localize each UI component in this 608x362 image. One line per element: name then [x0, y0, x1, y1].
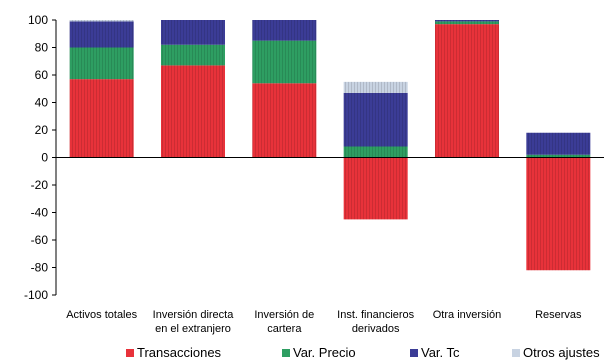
y-tick-label: 60: [35, 68, 49, 82]
y-tick-label: 40: [35, 96, 49, 110]
y-tick-label: 80: [35, 41, 49, 55]
bar-segment-texture: [343, 81, 408, 93]
bars-layer: [69, 20, 591, 271]
category-label: en el extranjero: [155, 323, 231, 335]
y-tick-label: -100: [24, 288, 48, 302]
legend-swatch: [512, 349, 520, 357]
y-tick-label: -20: [31, 178, 49, 192]
bar-segment-texture: [343, 146, 408, 158]
legend-swatch: [410, 349, 418, 357]
bar-segment-texture: [161, 20, 225, 45]
bar-segment-texture: [69, 79, 134, 158]
category-label: Inversión directa: [153, 309, 235, 321]
bar-segment-texture: [252, 83, 317, 158]
legend-label: Var. Tc: [421, 345, 460, 360]
bar-segment-texture: [69, 47, 134, 80]
legend-label: Var. Precio: [293, 345, 356, 360]
bar-segment-texture: [526, 157, 591, 271]
y-tick-label: 0: [41, 151, 48, 165]
bar-segment-texture: [252, 20, 317, 41]
category-label: Otra inversión: [433, 309, 501, 321]
category-labels: Activos totales Inversión directa en el ex…: [66, 309, 582, 335]
bar-segment-texture: [435, 21, 499, 25]
bar-segment-texture: [435, 24, 499, 158]
y-tick-label: -60: [31, 233, 49, 247]
legend: Transacciones Var. Precio Var. Tc Otros aju…: [126, 345, 600, 360]
y-tick-label: -40: [31, 206, 49, 220]
legend-swatch: [282, 349, 290, 357]
bar-segment-texture: [435, 20, 499, 22]
bar-segment-texture: [343, 157, 408, 220]
category-label: Reservas: [535, 309, 582, 321]
bar-segment-texture: [343, 92, 408, 147]
y-tick-label: 100: [28, 13, 48, 27]
bar-segment-texture: [526, 132, 591, 155]
legend-label: Transacciones: [137, 345, 222, 360]
bar-segment-texture: [69, 21, 134, 48]
bar-segment-texture: [161, 44, 225, 66]
y-tick-label: -80: [31, 261, 49, 275]
bar-segment-texture: [161, 65, 225, 158]
category-label: cartera: [267, 323, 302, 335]
category-label: derivados: [352, 323, 400, 335]
y-tick-label: 20: [35, 123, 49, 137]
bar-segment-texture: [69, 20, 134, 22]
bar-segment-texture: [526, 154, 591, 158]
category-label: Inst. financieros: [337, 309, 415, 321]
category-label: Inversión de: [254, 309, 314, 321]
axes-layer: 100 80 60 40 20 0 -20 -40 -60 -80 -100: [24, 13, 604, 302]
legend-label: Otros ajustes: [523, 345, 600, 360]
bar-segment-texture: [252, 40, 317, 84]
category-label: Activos totales: [66, 309, 137, 321]
legend-swatch: [126, 349, 134, 357]
